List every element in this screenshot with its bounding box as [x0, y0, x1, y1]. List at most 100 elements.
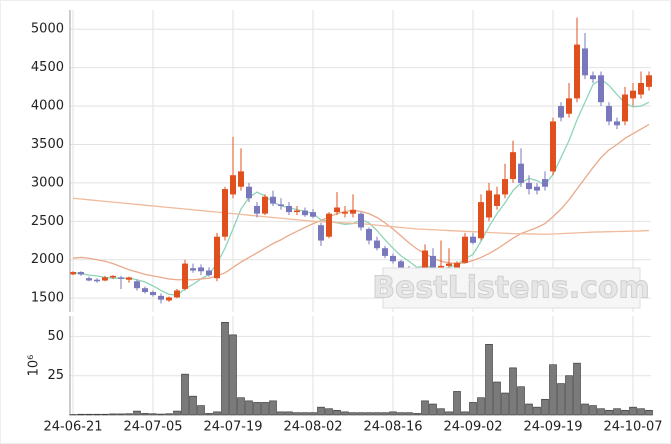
candle-body: [294, 210, 300, 213]
volume-bar: [309, 412, 317, 416]
candle-body: [438, 265, 444, 268]
y-tick-label: 3500: [31, 137, 64, 152]
candle-body: [550, 121, 556, 172]
volume-bar: [229, 334, 237, 416]
volume-bar: [349, 412, 357, 416]
volume-bar: [637, 408, 645, 416]
x-tick-label: 24-06-21: [43, 420, 102, 435]
volume-bar: [189, 395, 197, 416]
volume-bar: [509, 367, 517, 416]
x-tick-label: 24-08-16: [363, 420, 422, 435]
candle-body: [590, 75, 596, 80]
candle-body: [446, 263, 452, 266]
volume-bar: [485, 343, 493, 416]
candle-body: [534, 186, 540, 191]
y-tick-label: 50: [47, 329, 64, 344]
volume-bar: [325, 408, 333, 416]
volume-bar: [397, 412, 405, 416]
volume-bar: [597, 408, 605, 416]
volume-bar: [413, 413, 421, 416]
candle-body: [302, 210, 308, 216]
candle-body: [510, 152, 516, 180]
volume-bar: [221, 321, 229, 416]
candle-body: [382, 248, 388, 256]
candle-body: [118, 277, 124, 279]
volume-bar: [85, 413, 93, 416]
volume-bar: [117, 413, 125, 416]
volume-bar: [461, 411, 469, 416]
candle-body: [126, 277, 132, 280]
candle-body: [374, 240, 380, 249]
volume-bar: [533, 406, 541, 416]
candle-body: [102, 277, 108, 281]
x-tick-label: 24-08-02: [283, 420, 342, 435]
candle-body: [270, 196, 276, 204]
candle-body: [142, 288, 148, 293]
candle-body: [350, 209, 356, 214]
x-tick-label: 24-09-19: [523, 420, 582, 435]
candle-body: [478, 202, 484, 239]
candle-body: [470, 236, 476, 243]
y-tick-label: 4500: [31, 60, 64, 75]
volume-bar: [589, 405, 597, 416]
candle-body: [574, 44, 580, 99]
volume-bar: [373, 412, 381, 416]
volume-bar: [165, 413, 173, 416]
candle-body: [518, 163, 524, 183]
candle-body: [526, 182, 532, 190]
volume-bar: [613, 408, 621, 416]
watermark: BestListens.com: [372, 271, 650, 306]
candle-body: [390, 255, 396, 262]
volume-bar: [501, 392, 509, 416]
candle-body: [638, 83, 644, 95]
volume-bar: [317, 406, 325, 416]
volume-bar: [125, 413, 133, 416]
volume-bar: [549, 364, 557, 416]
volume-bar: [261, 402, 269, 416]
volume-bar: [357, 412, 365, 416]
volume-bar: [173, 410, 181, 416]
candle-body: [334, 207, 340, 213]
volume-bar: [141, 413, 149, 416]
volume-bar: [437, 408, 445, 416]
candle-body: [198, 267, 204, 272]
volume-bar: [629, 406, 637, 416]
candle-body: [182, 263, 188, 289]
y-axis-label: 10⁶: [27, 355, 42, 377]
volume-bar: [149, 413, 157, 416]
volume-bar: [157, 413, 165, 416]
candle-body: [558, 106, 564, 118]
candle-body: [166, 297, 172, 301]
y-tick-label: 5000: [31, 22, 64, 37]
candle-body: [358, 213, 364, 228]
volume-bar: [277, 411, 285, 416]
candle-body: [86, 278, 92, 281]
candle-body: [566, 98, 572, 114]
volume-bar: [429, 403, 437, 416]
x-tick-label: 24-10-07: [603, 420, 662, 435]
candle-body: [366, 229, 372, 241]
candle-body: [614, 121, 620, 126]
candle-body: [598, 75, 604, 103]
volume-bar: [493, 381, 501, 416]
volume-bar: [245, 400, 253, 416]
volume-bar: [301, 412, 309, 416]
candle-body: [286, 205, 292, 213]
candle-body: [606, 106, 612, 122]
candle-body: [78, 272, 84, 275]
volume-bar: [205, 413, 213, 416]
volume-bar: [109, 413, 117, 416]
volume-bar: [197, 405, 205, 416]
candle-body: [646, 75, 652, 87]
candle-body: [94, 279, 100, 282]
candle-body: [462, 236, 468, 263]
candle-body: [310, 212, 316, 217]
volume-bar: [269, 400, 277, 416]
candle-body: [206, 270, 212, 276]
y-tick-label: 2500: [31, 214, 64, 229]
volume-bar: [381, 412, 389, 416]
volume-bar: [93, 413, 101, 416]
candle-body: [622, 94, 628, 122]
x-tick-label: 24-09-02: [443, 420, 502, 435]
y-tick-label: 4000: [31, 99, 64, 114]
